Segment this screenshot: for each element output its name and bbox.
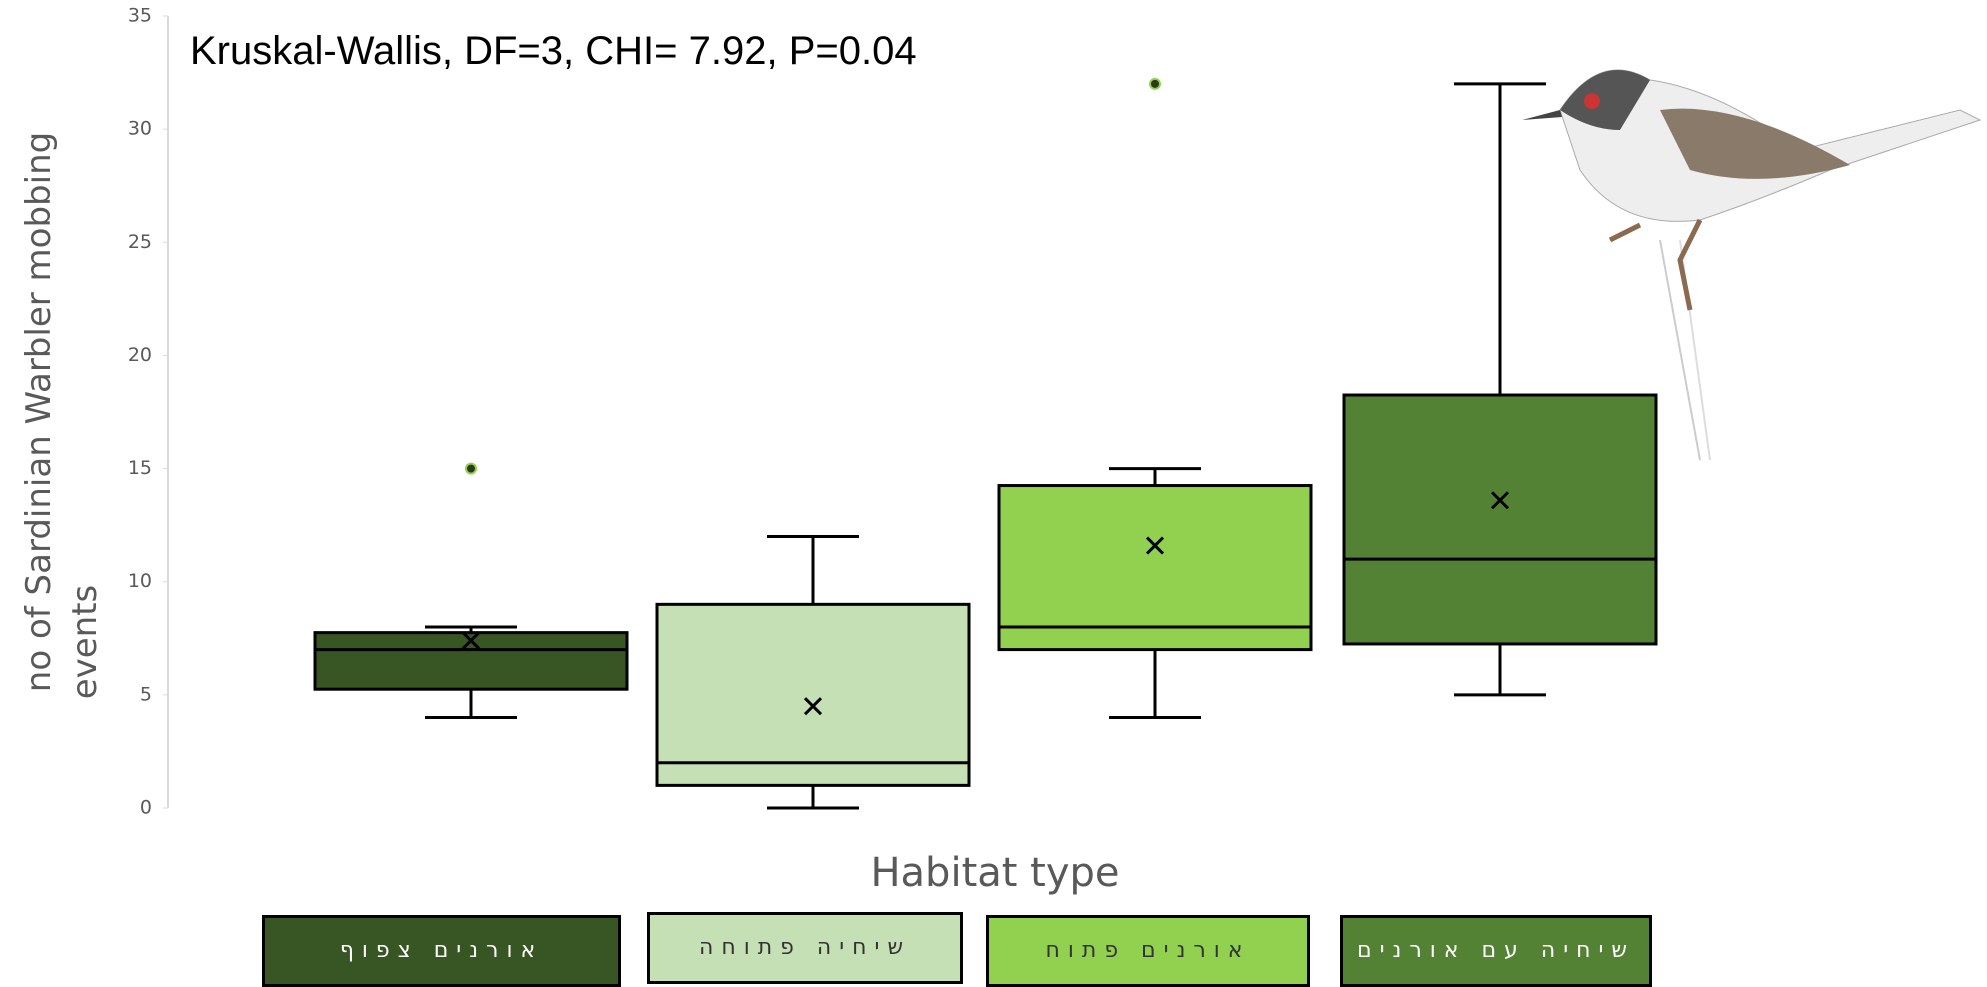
outlier [1149,77,1161,90]
y-axis-label: no of Sardinian Warbler mobbing [19,132,59,692]
y-tick-label: 0 [140,797,152,819]
box [997,484,1313,652]
y-tick-label: 30 [128,118,152,140]
mean-marker [1490,491,1510,510]
x-axis-label: Habitat type [870,850,1119,896]
bird-illustration [1522,69,1982,461]
y-tick-label: 20 [128,344,152,366]
mean-stroke [803,697,823,716]
y-tick-label: 15 [128,457,152,479]
category-label: שיחיה פתוחה [647,912,963,984]
y-tick-label: 25 [128,231,152,253]
mean-marker [803,697,823,716]
mean-stroke [1145,536,1165,555]
category-label: שיחיה עם אורנים [1340,915,1652,987]
mean-marker [461,631,481,650]
mean-stroke [461,631,481,650]
box [1342,393,1658,646]
category-label: אורנים צפוף [262,915,621,987]
outlier [465,462,477,475]
y-tick-label: 10 [128,570,152,592]
box [655,602,971,787]
y-tick-label: 35 [128,5,152,27]
category-label: אורנים פתוח [986,915,1310,987]
mean-stroke [1490,491,1510,510]
mean-marker [1145,536,1165,555]
annotation: Kruskal-Wallis, DF=3, CHI= 7.92, P=0.04 [190,29,917,73]
y-axis-label: events [65,585,105,700]
y-tick-label: 5 [140,683,152,705]
